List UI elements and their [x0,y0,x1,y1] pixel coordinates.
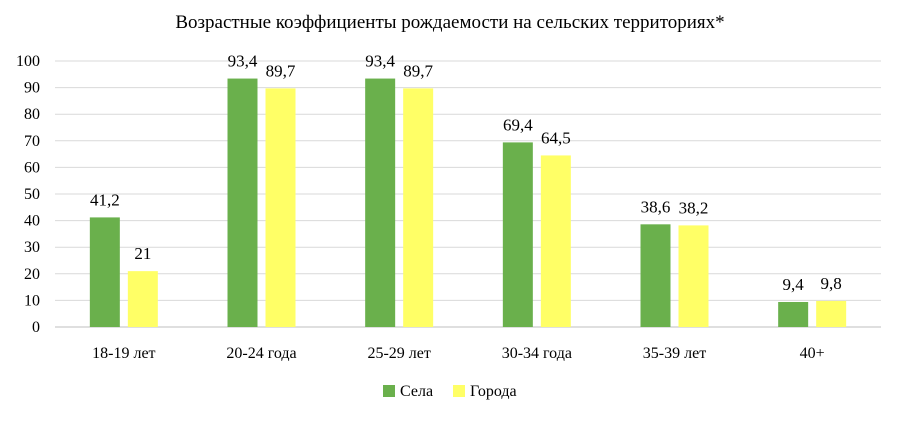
legend-label: Села [400,383,433,400]
y-tick-label: 0 [32,319,40,336]
data-label: 69,4 [503,115,533,134]
y-tick-label: 60 [24,159,40,176]
legend-swatch [383,385,395,397]
data-label: 9,8 [821,274,842,293]
x-category-label: 18-19 лет [92,345,155,362]
x-axis-categories: 18-19 лет 20-24 года 25-29 лет 30-34 года 35… [92,345,825,362]
x-category-label: 35-39 лет [643,345,706,362]
y-tick-label: 100 [16,53,40,70]
data-label: 64,5 [541,128,571,147]
bar-goroda [540,155,571,327]
y-tick-label: 80 [24,106,40,123]
x-category-label: 20-24 года [226,345,296,362]
y-tick-label: 50 [24,186,40,203]
data-labels: 41,2 21 93,4 89,7 93,4 89,7 69,4 64,5 38,6 38,2 9,… [90,52,842,294]
data-label: 89,7 [266,61,296,80]
bar-goroda [403,88,434,327]
bar-sela [778,301,809,327]
legend: Села Города [383,383,517,400]
y-tick-label: 70 [24,133,40,150]
chart-title: Возрастные коэффициенты рождаемости на с… [175,12,724,33]
y-tick-label: 30 [24,239,40,256]
bar-goroda [127,271,158,327]
data-label: 9,4 [783,275,805,294]
bar-sela [89,217,120,327]
y-tick-label: 90 [24,80,40,97]
gridlines [55,60,881,328]
y-tick-label: 40 [24,213,40,230]
y-tick-label: 20 [24,266,40,283]
data-label: 38,6 [641,197,671,216]
data-label: 41,2 [90,190,120,209]
data-label: 93,4 [228,52,258,71]
data-label: 93,4 [365,52,395,71]
data-label: 89,7 [403,61,433,80]
bars [89,78,847,327]
y-axis-ticks: 0 10 20 30 40 50 60 70 80 90 100 [16,53,40,336]
bar-sela [365,78,396,327]
bar-goroda [678,225,709,327]
x-category-label: 40+ [800,345,825,362]
legend-swatch [453,385,465,397]
data-label: 38,2 [679,198,709,217]
bar-sela [640,224,671,327]
x-category-label: 30-34 года [502,345,572,362]
x-category-label: 25-29 лет [367,345,430,362]
data-label: 21 [134,244,151,263]
legend-label: Города [470,383,517,400]
y-tick-label: 10 [24,292,40,309]
bar-goroda [816,300,847,327]
bar-sela [502,142,533,327]
bar-goroda [265,88,296,327]
bar-sela [227,78,258,327]
